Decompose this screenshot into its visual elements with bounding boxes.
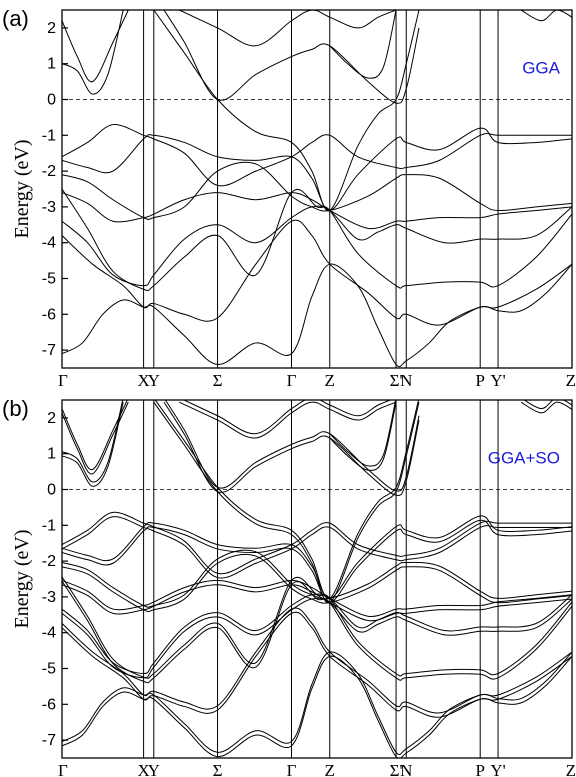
band-line (62, 611, 572, 718)
bands-group (62, 400, 572, 758)
band-line (62, 400, 124, 483)
band-line (62, 10, 129, 83)
band-line (153, 401, 420, 604)
kpoint-label-z: Z (566, 371, 576, 390)
band-line (62, 10, 124, 95)
y-tick-label: -6 (42, 696, 56, 713)
band-line (62, 219, 572, 326)
band-line (329, 10, 397, 79)
band-line (179, 401, 397, 439)
band-line (62, 511, 572, 575)
kpoint-label-sigma: Σ (213, 761, 223, 777)
plot-frame (61, 9, 573, 369)
method-label: GGA (522, 58, 560, 77)
band-line (329, 402, 397, 471)
kpoint-label-n: N (400, 371, 412, 390)
kpoint-label-gamma: Γ (58, 371, 68, 390)
band-line (62, 402, 124, 487)
y-tick-label: 0 (47, 92, 56, 109)
y-tick-label: -3 (42, 199, 56, 216)
band-line (520, 401, 572, 414)
y-tick-label: -1 (42, 517, 56, 534)
band-line (164, 400, 420, 492)
band-line (163, 401, 420, 496)
band-line (62, 576, 572, 679)
kpoint-label-y: Y (148, 371, 160, 390)
kpoint-label-y-prime: Y' (490, 761, 505, 777)
y-tick-label: 2 (47, 20, 56, 37)
band-line (62, 597, 572, 679)
y-axis-label: Energy (eV) (11, 529, 33, 628)
panel-label: (a) (2, 6, 29, 31)
kpoint-label-z: Z (566, 761, 576, 777)
kpoint-label-gamma: Γ (58, 761, 68, 777)
kpoint-label-p: P (475, 371, 484, 390)
y-tick-label: -4 (42, 625, 56, 642)
band-line (62, 400, 128, 470)
kpoint-label-z: Z (325, 761, 335, 777)
y-tick-label: 1 (47, 56, 56, 73)
band-line (523, 400, 572, 410)
y-tick-label: -7 (42, 342, 56, 359)
band-line (182, 400, 392, 435)
band-line (62, 549, 572, 608)
kpoint-label-sigma-prime: Σ' (390, 371, 403, 390)
y-tick-label: -7 (42, 732, 56, 749)
y-tick-label: 1 (47, 446, 56, 463)
band-line (62, 127, 572, 211)
band-line (62, 401, 129, 475)
band-line (62, 607, 572, 714)
band-line (62, 651, 572, 755)
band-line (62, 516, 572, 579)
y-tick-label: -4 (42, 235, 56, 252)
band-line (62, 519, 572, 604)
band-line (62, 515, 572, 599)
band-line (62, 188, 572, 292)
band-line (62, 553, 572, 613)
y-tick-label: 0 (47, 482, 56, 499)
band-line (520, 10, 572, 22)
y-tick-label: -6 (42, 306, 56, 323)
kpoint-label-x: X (137, 371, 149, 390)
y-tick-label: -1 (42, 127, 56, 144)
kpoint-label-z: Z (325, 371, 335, 390)
band-line (179, 10, 397, 47)
y-tick-label: -5 (42, 271, 56, 288)
band-line (163, 10, 420, 104)
y-tick-label: -2 (42, 163, 56, 180)
kpoint-label-n: N (400, 761, 412, 777)
band-line (62, 593, 572, 675)
band-line (154, 400, 420, 599)
kpoint-label-sigma-prime: Σ' (390, 761, 403, 777)
y-tick-label: -2 (42, 553, 56, 570)
band-line (62, 263, 572, 368)
y-tick-label: -5 (42, 661, 56, 678)
band-line (62, 161, 572, 220)
kpoint-label-p: P (475, 761, 484, 777)
y-tick-label: -3 (42, 589, 56, 606)
kpoint-label-sigma: Σ (213, 371, 223, 390)
panel-label: (b) (2, 396, 29, 421)
y-tick-label: 2 (47, 410, 56, 427)
bands-group (62, 10, 572, 368)
method-label: GGA+SO (488, 448, 560, 467)
band-line (62, 124, 572, 187)
band-line (329, 400, 397, 467)
band-line (62, 655, 572, 758)
band-line (153, 10, 420, 211)
kpoint-label-gamma: Γ (287, 761, 297, 777)
plot-frame (61, 399, 573, 759)
kpoint-label-y-prime: Y' (490, 371, 505, 390)
band-line (62, 205, 572, 287)
kpoint-label-y: Y (148, 761, 160, 777)
y-axis-label: Energy (eV) (11, 139, 33, 238)
kpoint-label-gamma: Γ (287, 371, 297, 390)
kpoint-label-x: X (137, 761, 149, 777)
